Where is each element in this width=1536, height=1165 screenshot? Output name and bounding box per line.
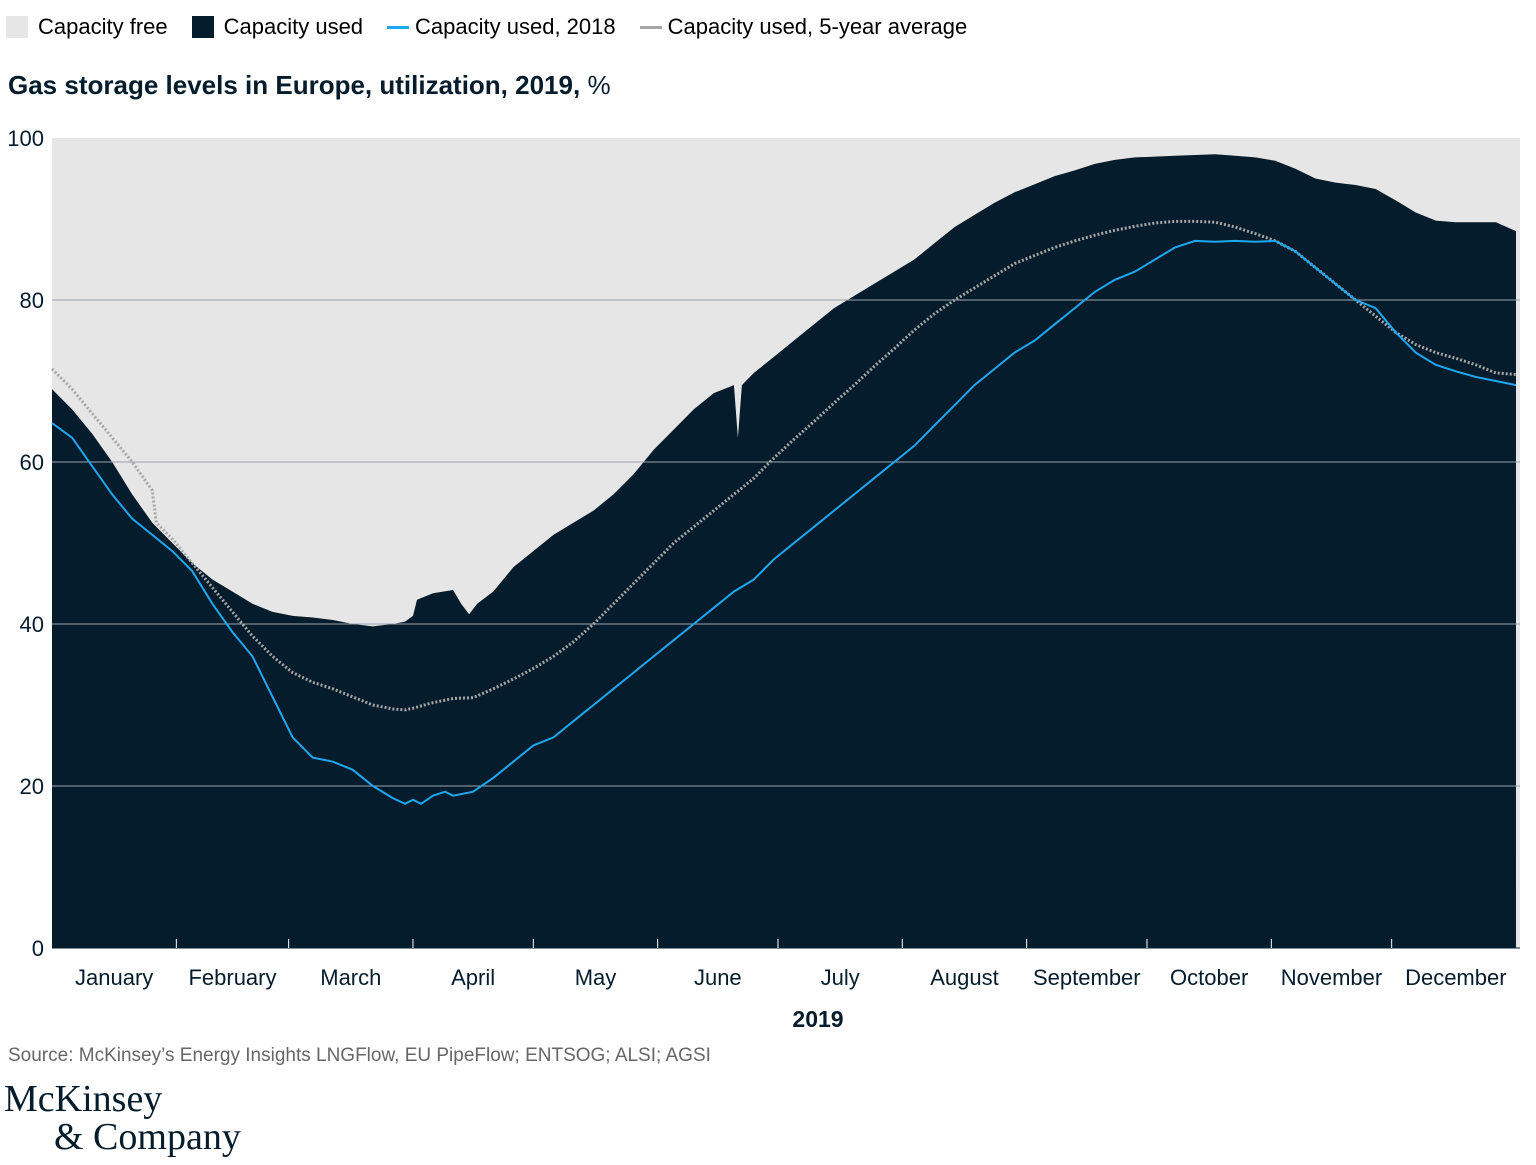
x-tick-label-february: February xyxy=(188,965,276,990)
legend: Capacity free Capacity used Capacity use… xyxy=(6,12,991,42)
legend-label: Capacity used xyxy=(223,14,364,39)
legend-swatch-capacity-free xyxy=(6,16,28,38)
x-axis-label: 2019 xyxy=(792,1006,843,1032)
y-tick-label-0: 0 xyxy=(32,936,44,961)
x-tick-label-march: March xyxy=(320,965,381,990)
legend-item-capacity-used-2018: Capacity used, 2018 xyxy=(387,14,616,40)
y-tick-label-100: 100 xyxy=(7,126,44,151)
chart: 0 20 40 60 80 100 January February March April May… xyxy=(7,126,1520,1032)
x-tick-label-may: May xyxy=(575,965,617,990)
legend-swatch-capacity-used xyxy=(191,16,214,38)
y-tick-label-20: 20 xyxy=(20,774,44,799)
mckinsey-logo: McKinsey & Company xyxy=(4,1080,241,1156)
legend-label: Capacity free xyxy=(38,14,168,39)
x-tick-label-january: January xyxy=(75,965,153,990)
source-note: Source: McKinsey’s Energy Insights LNGFl… xyxy=(8,1045,711,1066)
x-tick-label-july: July xyxy=(821,965,860,990)
logo-line-2: & Company xyxy=(54,1116,241,1158)
x-tick-label-august: August xyxy=(930,965,999,990)
y-tick-label-80: 80 xyxy=(20,288,44,313)
chart-title-main: Gas storage levels in Europe, utilizatio… xyxy=(8,70,581,100)
x-tick-label-june: June xyxy=(694,965,742,990)
x-tick-label-december: December xyxy=(1405,965,1506,990)
x-tick-label-april: April xyxy=(451,965,495,990)
y-tick-label-60: 60 xyxy=(20,450,44,475)
legend-item-capacity-used: Capacity used xyxy=(191,14,364,40)
chart-title-unit: % xyxy=(587,70,611,100)
legend-label: Capacity used, 2018 xyxy=(415,14,616,39)
x-tick-label-september: September xyxy=(1033,965,1141,990)
legend-swatch-capacity-used-average xyxy=(639,25,662,29)
legend-item-capacity-used-average: Capacity used, 5-year average xyxy=(639,14,968,40)
x-tick-label-november: November xyxy=(1281,965,1382,990)
legend-swatch-capacity-used-2018 xyxy=(387,25,410,29)
y-tick-label-40: 40 xyxy=(20,612,44,637)
chart-title: Gas storage levels in Europe, utilizatio… xyxy=(8,70,611,101)
legend-label: Capacity used, 5-year average xyxy=(667,14,968,39)
legend-item-capacity-free: Capacity free xyxy=(6,14,168,40)
line-capacity-used-2018 xyxy=(51,239,1517,805)
logo-line-1: McKinsey xyxy=(4,1078,163,1120)
line-capacity-used-average xyxy=(50,219,1517,712)
x-tick-label-october: October xyxy=(1170,965,1248,990)
